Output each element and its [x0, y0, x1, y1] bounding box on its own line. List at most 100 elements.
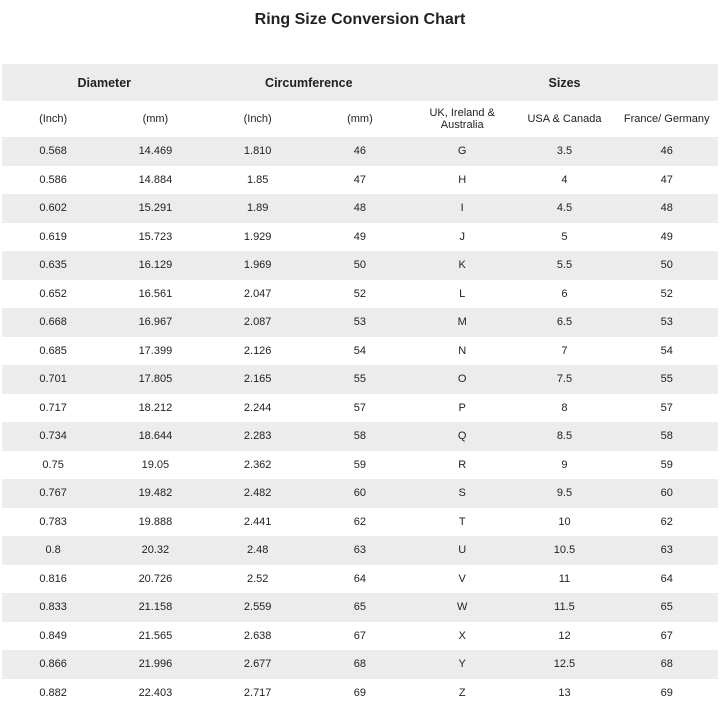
- table-cell: 60: [353, 487, 367, 500]
- table-cell: 13: [558, 686, 571, 699]
- table-cell: M: [457, 316, 467, 329]
- table-cell: 6: [561, 287, 568, 300]
- table-cell: 18.212: [138, 401, 173, 414]
- table-cell: 49: [660, 230, 673, 243]
- table-cell: 0.602: [39, 202, 67, 215]
- column-header: (Inch): [39, 113, 68, 125]
- table-cell: 7.5: [556, 373, 573, 386]
- table-row: 0.783 19.888 2.441 62 T 10 62: [2, 508, 718, 537]
- table-cell: 67: [660, 629, 673, 642]
- group-header-circumference: Circumference: [265, 75, 353, 90]
- table-cell: H: [458, 173, 467, 186]
- table-row: 0.568 14.469 1.810 46 G 3.5 46: [2, 137, 718, 166]
- column-header-row: (Inch) (mm) (Inch) (mm) UK, Ireland & Austra…: [2, 101, 718, 137]
- table-cell: 68: [353, 658, 367, 671]
- table-cell: 0.685: [39, 344, 67, 357]
- table-row: 0.734 18.644 2.283 58 Q 8.5 58: [2, 422, 718, 451]
- table-row: 0.75 19.05 2.362 59 R 9 59: [2, 451, 718, 480]
- table-cell: J: [459, 230, 465, 243]
- table-cell: 0.652: [39, 287, 67, 300]
- column-header: USA & Canada: [527, 113, 602, 125]
- table-cell: 53: [660, 316, 673, 329]
- table-cell: 2.677: [243, 658, 272, 671]
- table-row: 0.882 22.403 2.717 69 Z 13 69: [2, 679, 718, 708]
- table-cell: 52: [660, 287, 673, 300]
- table-row: 0.8 20.32 2.48 63 U 10.5 63: [2, 536, 718, 565]
- table-cell: 54: [660, 344, 673, 357]
- table-row: 0.602 15.291 1.89 48 I 4.5 48: [2, 194, 718, 223]
- table-cell: 5.5: [556, 259, 573, 272]
- table-cell: 68: [660, 658, 673, 671]
- group-header-row: Diameter Circumference Sizes: [2, 64, 718, 101]
- table-cell: 57: [353, 401, 367, 414]
- table-cell: 0.701: [39, 373, 67, 386]
- table-cell: 2.126: [243, 344, 272, 357]
- table-cell: 2.52: [246, 572, 269, 585]
- table-cell: P: [458, 401, 466, 414]
- table-cell: 0.767: [39, 487, 67, 500]
- table-cell: K: [458, 259, 466, 272]
- column-header: (mm): [347, 113, 373, 125]
- table-cell: 59: [660, 458, 673, 471]
- table-cell: 63: [660, 544, 673, 557]
- table-cell: 9: [561, 458, 568, 471]
- table-cell: 1.810: [243, 145, 272, 158]
- table-cell: 0.882: [39, 686, 67, 699]
- table-cell: 18.644: [138, 430, 173, 443]
- table-body: 0.568 14.469 1.810 46 G 3.5 46 0.586 14.884 1.85 4…: [2, 137, 718, 707]
- table-cell: T: [458, 515, 466, 528]
- table-cell: 6.5: [556, 316, 573, 329]
- table-cell: 0.568: [39, 145, 67, 158]
- column-header: France/ Germany: [623, 113, 710, 125]
- table-cell: Q: [457, 430, 467, 443]
- table-cell: 17.399: [138, 344, 173, 357]
- group-header-diameter: Diameter: [77, 75, 132, 90]
- table-cell: 4: [561, 173, 568, 186]
- table-cell: 47: [660, 173, 673, 186]
- table-row: 0.701 17.805 2.165 55 O 7.5 55: [2, 365, 718, 394]
- table-cell: 0.8: [45, 544, 61, 557]
- table-cell: N: [458, 344, 467, 357]
- table-cell: 21.565: [138, 629, 173, 642]
- table-cell: S: [458, 487, 466, 500]
- table-cell: 10: [558, 515, 571, 528]
- table-cell: 19.482: [138, 487, 173, 500]
- table-cell: 2.165: [243, 373, 272, 386]
- ring-size-table: Diameter Circumference Sizes (Inch) (mm) (…: [2, 64, 718, 707]
- table-cell: 2.482: [243, 487, 272, 500]
- table-cell: 64: [660, 572, 673, 585]
- table-cell: 58: [353, 430, 367, 443]
- table-cell: O: [457, 373, 467, 386]
- table-cell: 0.816: [39, 572, 67, 585]
- table-cell: 21.158: [138, 601, 173, 614]
- table-cell: 4.5: [556, 202, 573, 215]
- table-cell: 8: [561, 401, 568, 414]
- table-cell: 55: [660, 373, 673, 386]
- table-row: 0.586 14.884 1.85 47 H 4 47: [2, 166, 718, 195]
- table-cell: 63: [353, 544, 367, 557]
- table-cell: 0.783: [39, 515, 67, 528]
- table-cell: 17.805: [138, 373, 173, 386]
- table-cell: L: [459, 287, 466, 300]
- table-row: 0.652 16.561 2.047 52 L 6 52: [2, 280, 718, 309]
- table-cell: 22.403: [138, 686, 173, 699]
- table-cell: 62: [353, 515, 367, 528]
- page-title: Ring Size Conversion Chart: [254, 11, 466, 28]
- table-cell: 15.291: [138, 202, 173, 215]
- table-cell: U: [458, 544, 467, 557]
- table-cell: 2.638: [243, 629, 272, 642]
- table-cell: 7: [561, 344, 568, 357]
- table-cell: 69: [353, 686, 367, 699]
- table-cell: 16.967: [138, 316, 173, 329]
- table-cell: W: [457, 601, 468, 614]
- table-cell: 46: [660, 145, 673, 158]
- column-header: (Inch): [243, 113, 272, 125]
- table-cell: 58: [660, 430, 673, 443]
- table-cell: 11: [558, 572, 571, 585]
- table-cell: 11.5: [554, 601, 575, 614]
- table-cell: 0.833: [39, 601, 67, 614]
- table-cell: 47: [353, 173, 367, 186]
- table-cell: 1.929: [243, 230, 272, 243]
- table-cell: 9.5: [556, 487, 573, 500]
- table-cell: 52: [353, 287, 367, 300]
